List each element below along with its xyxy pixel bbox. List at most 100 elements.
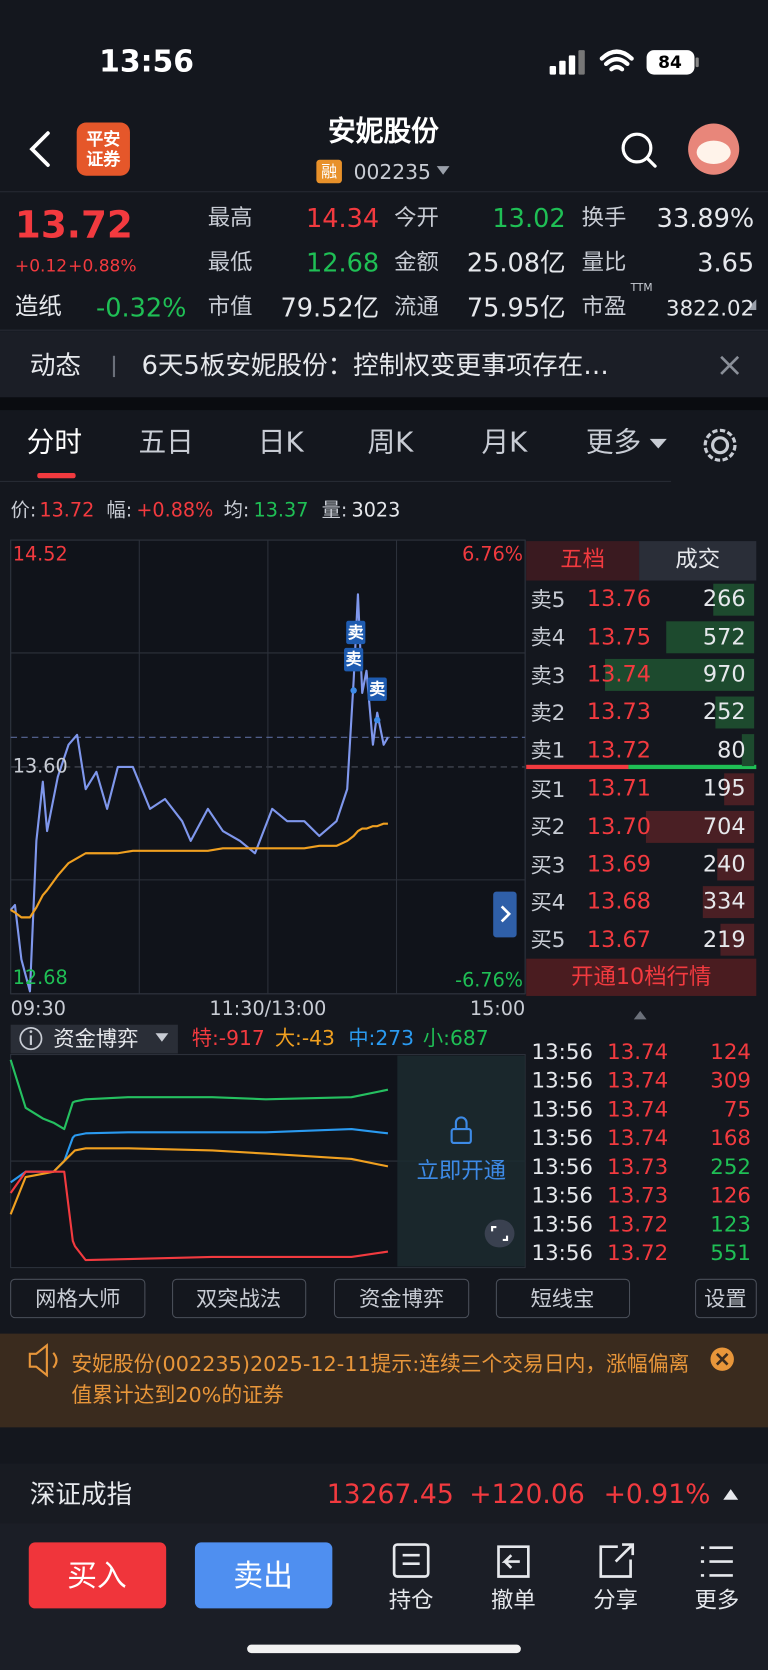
fullscreen-button[interactable]	[484, 1219, 515, 1248]
chart-tab[interactable]: 分时	[26, 427, 83, 460]
action-label[interactable]: 持仓	[388, 1587, 434, 1614]
info-label: 幅:	[106, 499, 133, 523]
quote-field-value: 3822.02	[666, 295, 755, 321]
trade-time: 13:56	[531, 1096, 593, 1122]
margin-badge: 融	[321, 161, 338, 182]
panel-toggle[interactable]	[493, 891, 517, 938]
index-name[interactable]: 深证成指	[29, 1479, 133, 1509]
quote-field-value: 3.65	[697, 247, 755, 278]
trade-time: 13:56	[531, 1239, 593, 1266]
order-price: 13.72	[586, 736, 651, 763]
trades-collapse[interactable]	[633, 1010, 647, 1020]
buy-button[interactable]	[28, 1542, 167, 1609]
sector-change: -0.32%	[95, 292, 187, 323]
news-label[interactable]: 动态	[29, 350, 81, 380]
volume-bar	[724, 773, 755, 806]
code-dropdown[interactable]	[436, 166, 450, 175]
chart-tab[interactable]: 日K	[257, 427, 304, 460]
fund-dropdown[interactable]	[155, 1033, 169, 1042]
more-dropdown[interactable]	[649, 438, 667, 449]
order-price: 13.68	[586, 888, 651, 915]
index-expand[interactable]	[723, 1489, 739, 1500]
order-level: 卖3	[530, 662, 566, 688]
quote-field-label: 市值	[207, 294, 253, 320]
trade-marker-label: 卖	[369, 679, 386, 699]
chart-tab[interactable]: 周K	[367, 427, 414, 460]
order-tab-bg[interactable]	[526, 541, 640, 581]
action-label[interactable]: 分享	[593, 1587, 639, 1614]
notice-text[interactable]: 安妮股份(002235)2025-12-11提示:连续三个交易日内，涨幅偏离值累…	[71, 1351, 690, 1408]
stock-name: 安妮股份	[328, 116, 439, 149]
fund-panel-title[interactable]: 资金博弈	[53, 1025, 139, 1052]
chart-tab[interactable]: 五日	[138, 427, 194, 460]
quote-field-label: 最高	[207, 204, 253, 231]
unlock-button[interactable]: 立即开通	[416, 1158, 506, 1184]
trade-volume: 551	[710, 1239, 751, 1266]
sell-label[interactable]: 卖出	[233, 1558, 293, 1594]
spacer	[0, 397, 768, 411]
order-price: 13.76	[586, 586, 651, 612]
quote-field-value: 75.95亿	[466, 292, 566, 323]
tool-button[interactable]	[10, 1278, 146, 1319]
last-price: 13.72	[14, 204, 133, 248]
quote-field-label: 最低	[207, 249, 253, 276]
upgrade-label[interactable]: 开通10档行情	[571, 964, 712, 990]
action-label[interactable]: 更多	[694, 1587, 740, 1614]
holdings-icon	[392, 1543, 430, 1578]
sell-button[interactable]	[194, 1542, 333, 1609]
y-tick-label: 13.60	[12, 755, 68, 778]
home-indicator	[247, 1644, 521, 1654]
quote-field-label: 换手	[581, 204, 627, 231]
order-volume: 80	[717, 736, 746, 763]
tool-button[interactable]	[695, 1278, 757, 1319]
order-volume: 219	[702, 926, 746, 952]
volume-bar	[741, 734, 755, 767]
tool-button[interactable]	[495, 1278, 631, 1319]
margin-badge-bg	[316, 159, 342, 184]
news-close[interactable]	[720, 355, 740, 375]
chart-tab[interactable]: 月K	[481, 427, 528, 460]
chart-tab[interactable]: 更多	[585, 427, 642, 460]
trade-volume: 123	[710, 1211, 751, 1237]
volume-bar	[713, 583, 755, 616]
order-book-tab[interactable]: 成交	[675, 546, 721, 573]
fund-panel-tab[interactable]	[10, 1024, 178, 1054]
upgrade-button[interactable]	[526, 958, 757, 996]
tool-label[interactable]: 资金博弈	[358, 1285, 445, 1312]
volume-bar	[702, 886, 755, 919]
back-button[interactable]	[29, 131, 50, 167]
settings-gear[interactable]	[711, 436, 730, 455]
broker-logo	[76, 122, 130, 176]
order-volume: 240	[702, 851, 746, 877]
info-label: 价:	[10, 499, 37, 523]
tool-button[interactable]	[333, 1278, 470, 1319]
tool-label[interactable]: 双突战法	[195, 1285, 282, 1312]
tool-button[interactable]	[172, 1278, 307, 1319]
order-level: 卖2	[530, 699, 566, 726]
trade-time: 13:56	[531, 1153, 593, 1180]
buy-label[interactable]: 买入	[67, 1558, 127, 1594]
series-line	[9, 593, 389, 993]
order-level: 买1	[530, 776, 566, 803]
tool-label[interactable]: 网格大师	[35, 1285, 121, 1312]
search-button[interactable]	[621, 132, 653, 164]
order-price: 13.73	[586, 699, 651, 725]
order-book-tab[interactable]: 五档	[560, 546, 606, 573]
volume-bar	[605, 658, 755, 691]
action-label[interactable]: 撤单	[491, 1587, 536, 1614]
order-volume: 334	[702, 888, 746, 915]
fund-stat: 小:687	[422, 1026, 489, 1050]
tool-label[interactable]: 短线宝	[530, 1285, 595, 1312]
order-tab-bg[interactable]	[639, 541, 757, 581]
wifi-icon	[599, 49, 634, 72]
volume-bar	[666, 621, 755, 654]
index-bar[interactable]	[0, 1463, 768, 1524]
order-level: 卖5	[530, 586, 566, 613]
holdings-icon-lines	[402, 1553, 420, 1566]
quote-field-value: 14.34	[306, 203, 380, 233]
news-headline[interactable]: 6天5板安妮股份：控制权变更事项存在…	[141, 350, 609, 380]
news-bar[interactable]	[0, 331, 768, 398]
info-icon[interactable]	[19, 1027, 43, 1051]
tool-label[interactable]: 设置	[704, 1285, 747, 1312]
order-volume: 704	[702, 813, 746, 840]
